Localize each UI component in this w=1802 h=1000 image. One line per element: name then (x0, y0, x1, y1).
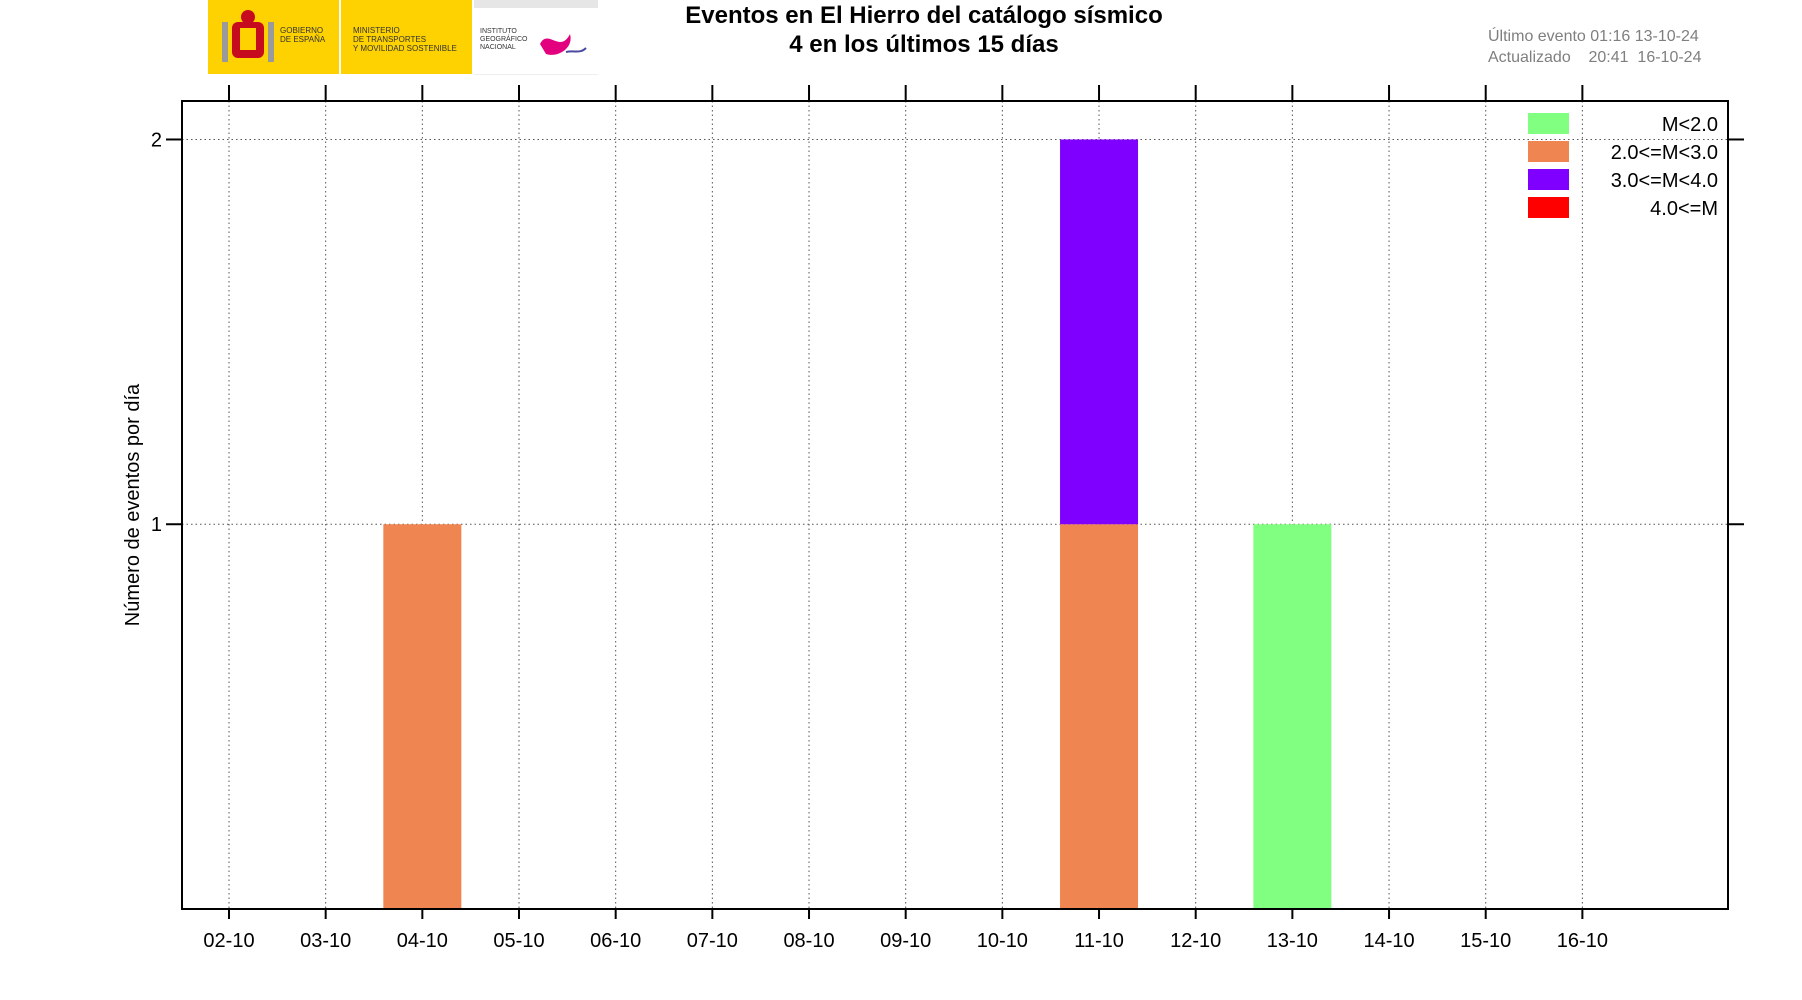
y-tick-label: 1 (151, 514, 162, 536)
x-tick-label: 12-10 (1170, 930, 1221, 952)
x-tick-label: 03-10 (300, 930, 351, 952)
legend-entry: 3.0<=M<4.0 (1611, 170, 1718, 192)
x-tick-label: 09-10 (880, 930, 931, 952)
x-tick-label: 13-10 (1267, 930, 1318, 952)
ign-swirl-logo-icon (540, 34, 587, 55)
legend: M<2.0 2.0<=M<3.0 3.0<=M<4.0 4.0<=M (1528, 113, 1718, 220)
y-tick-label: 2 (151, 129, 162, 151)
coat-of-arms-icon (222, 10, 274, 62)
legend-swatch (1528, 141, 1569, 162)
ign-logo-block: INSTITUTO GEOGRÁFICO NACIONAL (474, 0, 598, 75)
bar-04-10 (383, 524, 462, 909)
gobierno-logo-block: GOBIERNO DE ESPAÑA (208, 0, 339, 74)
ign-top-bar (474, 0, 598, 8)
x-tick-label: 08-10 (783, 930, 834, 952)
gobierno-text: GOBIERNO DE ESPAÑA (280, 26, 326, 44)
logo-banner: GOBIERNO DE ESPAÑA MINISTERIO DE TRANSPO… (208, 0, 598, 75)
x-tick-label: 15-10 (1460, 930, 1511, 952)
x-tick-label: 06-10 (590, 930, 641, 952)
x-tick-label: 16-10 (1557, 930, 1608, 952)
bar-11-10 (1060, 524, 1139, 909)
ministerio-logo-block: MINISTERIO DE TRANSPORTES Y MOVILIDAD SO… (341, 0, 472, 74)
plot-frame (181, 100, 1729, 910)
x-tick-label: 14-10 (1363, 930, 1414, 952)
ign-text: INSTITUTO GEOGRÁFICO NACIONAL (480, 28, 528, 51)
legend-entry: M<2.0 (1662, 114, 1718, 136)
legend-entry: 4.0<=M (1650, 198, 1718, 220)
x-tick-label: 04-10 (397, 930, 448, 952)
x-tick-label: 02-10 (203, 930, 254, 952)
chart-title: Eventos en El Hierro del catálogo sísmic… (685, 2, 1163, 29)
updated-text: Actualizado 20:41 16-10-24 (1488, 49, 1702, 66)
bars-layer (383, 139, 1332, 909)
bar-11-10 (1060, 139, 1139, 525)
chart-subtitle: 4 en los últimos 15 días (789, 31, 1059, 58)
ticks-layer: 02-10 03-10 04-10 05-10 06-10 07-10 08-10 09-10… (151, 85, 1744, 952)
x-tick-label: 10-10 (977, 930, 1028, 952)
legend-swatch (1528, 169, 1569, 190)
x-tick-label: 05-10 (493, 930, 544, 952)
x-tick-label: 07-10 (687, 930, 738, 952)
legend-swatch (1528, 197, 1569, 218)
bar-13-10 (1253, 524, 1332, 909)
ministerio-text: MINISTERIO DE TRANSPORTES Y MOVILIDAD SO… (353, 26, 457, 53)
last-event-text: Último evento 01:16 13-10-24 (1488, 28, 1699, 45)
legend-entry: 2.0<=M<3.0 (1611, 142, 1718, 164)
x-tick-label: 11-10 (1074, 930, 1124, 952)
y-axis-label: Número de eventos por día (122, 383, 144, 626)
legend-swatch (1528, 113, 1569, 134)
